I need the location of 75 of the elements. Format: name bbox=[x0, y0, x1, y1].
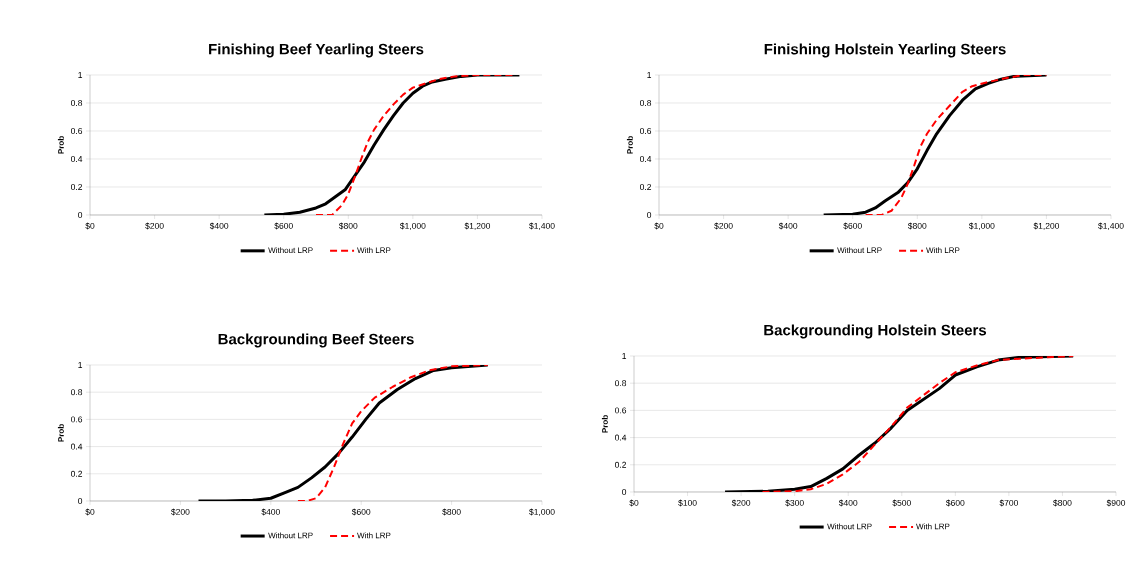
x-tick-label: $500 bbox=[892, 499, 911, 507]
y-axis-title: Prob bbox=[57, 424, 64, 442]
legend-label: Without LRP bbox=[268, 247, 313, 254]
x-tick-label: $200 bbox=[171, 508, 190, 516]
y-tick-label: 0 bbox=[78, 497, 83, 504]
line-series bbox=[196, 364, 490, 501]
x-tick-label: $400 bbox=[838, 499, 858, 507]
chart-title: Backgrounding Beef Steers bbox=[218, 333, 414, 348]
x-tick-label: $600 bbox=[351, 508, 371, 516]
y-tick-label: 1 bbox=[647, 72, 652, 78]
legend-label: With LRP bbox=[357, 532, 391, 539]
y-tick-label: 0 bbox=[647, 211, 652, 218]
x-tick-label: $700 bbox=[999, 499, 1018, 507]
y-tick-label: 0.2 bbox=[70, 470, 83, 477]
x-tick-label: $1,000 bbox=[399, 222, 426, 230]
x-tick-label: $800 bbox=[442, 508, 461, 516]
y-tick-label: 0.4 bbox=[639, 155, 652, 162]
x-tick-label: $100 bbox=[678, 499, 697, 507]
x-tick-label: $400 bbox=[778, 222, 798, 230]
y-tick-label: 0.6 bbox=[639, 127, 652, 134]
x-tick-label: $300 bbox=[785, 499, 804, 507]
legend-label: With LRP bbox=[926, 247, 960, 254]
x-tick-label: $400 bbox=[209, 222, 229, 230]
x-tick-label: $200 bbox=[145, 222, 164, 230]
x-tick-label: $1,200 bbox=[464, 222, 491, 230]
x-tick-label: $800 bbox=[338, 222, 358, 230]
y-tick-label: 0.4 bbox=[70, 443, 83, 450]
y-tick-label: 0.6 bbox=[614, 407, 627, 414]
x-tick-label: $200 bbox=[731, 499, 751, 507]
x-tick-label: $1,000 bbox=[968, 222, 995, 230]
y-tick-label: 0.8 bbox=[70, 389, 83, 396]
y-tick-label: 0.6 bbox=[70, 127, 83, 134]
x-tick-label: $0 bbox=[85, 508, 95, 516]
y-tick-label: 0.4 bbox=[614, 434, 627, 441]
y-tick-label: 0.2 bbox=[639, 183, 652, 190]
x-tick-label: $600 bbox=[945, 499, 965, 507]
chart-title: Finishing Holstein Yearling Steers bbox=[764, 43, 1006, 58]
x-tick-label: $900 bbox=[1106, 499, 1126, 507]
y-tick-label: 1 bbox=[622, 353, 627, 359]
chart-title: Finishing Beef Yearling Steers bbox=[209, 43, 424, 58]
x-tick-label: $200 bbox=[714, 222, 733, 230]
x-tick-label: $800 bbox=[1053, 499, 1072, 507]
y-tick-label: 0.2 bbox=[614, 461, 627, 468]
x-tick-label: $800 bbox=[907, 222, 927, 230]
x-tick-label: $1,200 bbox=[1033, 222, 1060, 230]
y-tick-label: 0.6 bbox=[70, 416, 83, 423]
legend-label: Without LRP bbox=[827, 523, 872, 530]
y-tick-label: 0.4 bbox=[70, 155, 83, 162]
y-tick-label: 0 bbox=[622, 488, 627, 495]
x-tick-label: $600 bbox=[843, 222, 862, 230]
legend-label: With LRP bbox=[916, 523, 950, 530]
chart-title: Backgrounding Holstein Steers bbox=[764, 324, 987, 339]
legend-label: Without LRP bbox=[268, 532, 313, 539]
x-tick-label: $1,400 bbox=[529, 222, 555, 230]
y-tick-label: 0 bbox=[78, 211, 83, 218]
line-series bbox=[262, 74, 521, 215]
y-axis-title: Prob bbox=[601, 415, 608, 433]
y-axis-title: Prob bbox=[626, 136, 633, 154]
x-tick-label: $400 bbox=[261, 508, 280, 516]
y-tick-label: 0.2 bbox=[70, 183, 83, 190]
legend-label: Without LRP bbox=[837, 247, 882, 254]
x-tick-label: $0 bbox=[629, 499, 639, 507]
y-tick-label: 0.8 bbox=[70, 99, 83, 106]
x-tick-label: $0 bbox=[654, 222, 664, 230]
y-tick-label: 0.8 bbox=[639, 99, 652, 106]
y-tick-label: 1 bbox=[78, 72, 83, 78]
y-axis-title: Prob bbox=[57, 136, 64, 154]
x-tick-label: $1,400 bbox=[1098, 222, 1124, 230]
y-tick-label: 1 bbox=[78, 362, 83, 368]
legend-label: With LRP bbox=[357, 247, 391, 254]
x-tick-label: $0 bbox=[85, 222, 95, 230]
y-tick-label: 0.8 bbox=[614, 380, 627, 387]
x-tick-label: $1,000 bbox=[529, 508, 555, 516]
line-series bbox=[296, 364, 489, 501]
x-tick-label: $600 bbox=[274, 222, 293, 230]
